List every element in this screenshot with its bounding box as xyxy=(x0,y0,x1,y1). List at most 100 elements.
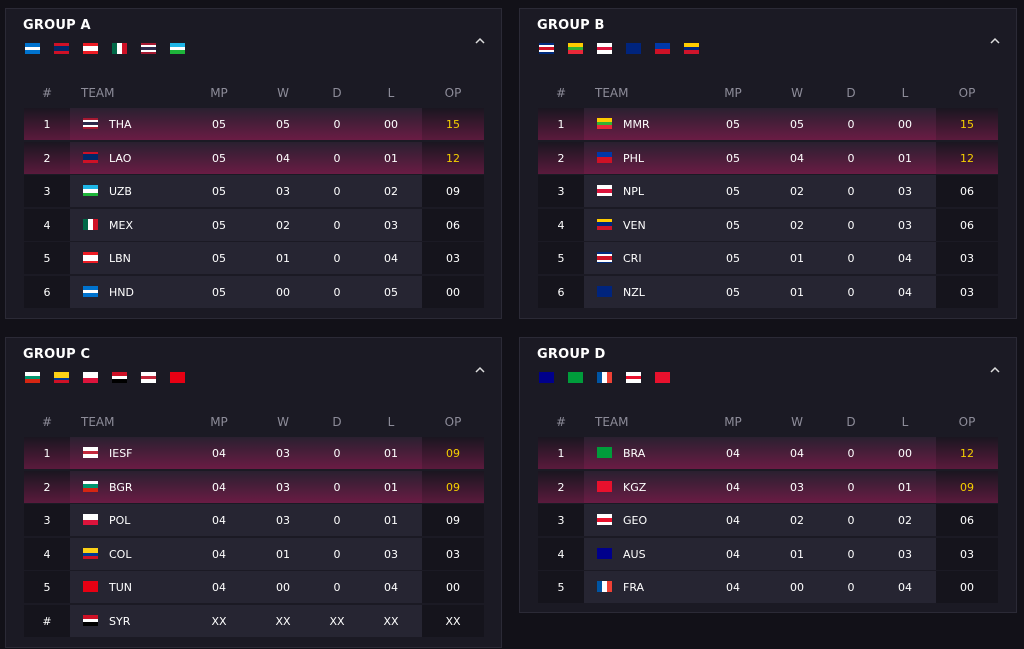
stat-cell: 02 xyxy=(384,185,398,199)
points-cell-bg xyxy=(936,537,998,570)
rank-cell-bg xyxy=(24,437,70,469)
flag-icon xyxy=(25,43,40,54)
team-name: NZL xyxy=(623,286,645,299)
stat-cell: 0 xyxy=(333,118,341,131)
rank-cell-bg xyxy=(24,470,70,503)
points-cell-bg xyxy=(936,208,998,241)
group-panel: GROUP A # TEAM MP W D L OP 1 THA 05 05 0 00 15 2 LAO 05 04… xyxy=(5,8,502,319)
flag-icon xyxy=(83,286,98,297)
collapse-toggle[interactable] xyxy=(475,366,485,373)
team-name: IESF xyxy=(109,447,133,460)
points-cell-bg xyxy=(422,605,484,637)
stat-cell: 03 xyxy=(960,547,974,561)
stat-cell: 0 xyxy=(847,547,855,561)
points-cell-bg xyxy=(422,276,484,308)
stat-cell: 1 xyxy=(557,447,565,460)
team-row-bg xyxy=(70,537,422,570)
flag-icon xyxy=(597,581,612,593)
points-cell-bg xyxy=(936,571,998,604)
stat-cell: 3 xyxy=(43,185,51,199)
points-cell-bg xyxy=(936,108,998,140)
flag-icon xyxy=(568,372,583,383)
stat-cell: 05 xyxy=(212,151,226,165)
stat-cell: 05 xyxy=(212,185,226,199)
group-panel: GROUP C # TEAM MP W D L OP 1 IESF 04 03 0 01 09 2 BGR 04 0… xyxy=(5,337,502,648)
stat-cell: 0 xyxy=(847,286,855,299)
points-cell-bg xyxy=(422,208,484,241)
column-header: D xyxy=(332,415,342,429)
stat-cell: 03 xyxy=(898,185,912,199)
team-name: MMR xyxy=(623,118,650,131)
collapse-toggle[interactable] xyxy=(990,37,1000,44)
team-row-bg xyxy=(70,242,422,275)
stat-cell: XX xyxy=(383,615,399,628)
rank-cell-bg xyxy=(24,605,70,637)
flag-icon xyxy=(655,43,670,54)
flag-icon xyxy=(83,480,98,492)
stat-cell: 0 xyxy=(847,185,855,199)
stat-cell: 0 xyxy=(333,185,341,199)
stat-cell: 09 xyxy=(446,514,460,528)
stat-cell: 01 xyxy=(276,252,290,266)
stat-cell: 05 xyxy=(726,151,740,165)
stat-cell: 05 xyxy=(790,118,804,131)
stat-cell: 01 xyxy=(276,547,290,561)
column-header: MP xyxy=(724,415,742,429)
flag-icon xyxy=(597,514,612,526)
stat-cell: 04 xyxy=(726,581,740,595)
stat-cell: 05 xyxy=(212,252,226,266)
stat-cell: 1 xyxy=(557,118,565,131)
stat-cell: 04 xyxy=(726,547,740,561)
stat-cell: 03 xyxy=(446,547,460,561)
flag-icon xyxy=(83,43,98,54)
stat-cell: XX xyxy=(445,615,461,628)
team-row-bg xyxy=(70,276,422,308)
team-row-bg xyxy=(584,537,936,570)
stat-cell: 09 xyxy=(446,185,460,199)
rank-cell-bg xyxy=(538,242,584,275)
stat-cell: 12 xyxy=(446,151,460,165)
flag-icon xyxy=(83,372,98,383)
team-name: BRA xyxy=(623,447,646,460)
flag-icon xyxy=(83,151,98,163)
stat-cell: 03 xyxy=(898,547,912,561)
flag-icon xyxy=(112,372,127,383)
stat-cell: XX xyxy=(211,615,227,628)
stat-cell: 01 xyxy=(384,151,398,165)
flag-icon xyxy=(83,547,98,559)
rank-cell-bg xyxy=(24,537,70,570)
stat-cell: 3 xyxy=(43,514,51,528)
column-header: OP xyxy=(958,415,976,429)
column-header: D xyxy=(846,86,856,100)
stat-cell: 05 xyxy=(276,118,290,131)
column-header: # xyxy=(555,415,567,429)
rank-cell-bg xyxy=(24,504,70,537)
flag-icon xyxy=(83,447,98,458)
stat-cell: 04 xyxy=(384,252,398,266)
stat-cell: 03 xyxy=(446,252,460,266)
stat-cell: 00 xyxy=(384,118,398,131)
team-row-bg xyxy=(584,504,936,537)
column-header: TEAM xyxy=(81,86,115,100)
stat-cell: 05 xyxy=(212,218,226,232)
stat-cell: 05 xyxy=(726,118,740,131)
stat-cell: 01 xyxy=(384,480,398,494)
team-name: PHL xyxy=(623,151,645,165)
rank-cell-bg xyxy=(538,437,584,469)
collapse-toggle[interactable] xyxy=(990,366,1000,373)
points-cell-bg xyxy=(936,504,998,537)
stat-cell: 02 xyxy=(790,514,804,528)
rank-cell-bg xyxy=(538,175,584,208)
collapse-toggle[interactable] xyxy=(475,37,485,44)
stat-cell: 1 xyxy=(43,447,51,460)
stat-cell: 05 xyxy=(726,252,740,266)
rank-cell-bg xyxy=(538,504,584,537)
stat-cell: 03 xyxy=(960,286,974,299)
team-name: FRA xyxy=(623,581,645,595)
group-title: GROUP B xyxy=(537,18,605,33)
rank-cell-bg xyxy=(24,108,70,140)
column-header: # xyxy=(555,86,567,100)
flag-icon xyxy=(54,43,69,54)
flag-icon xyxy=(83,615,98,626)
team-row-bg xyxy=(70,108,422,140)
